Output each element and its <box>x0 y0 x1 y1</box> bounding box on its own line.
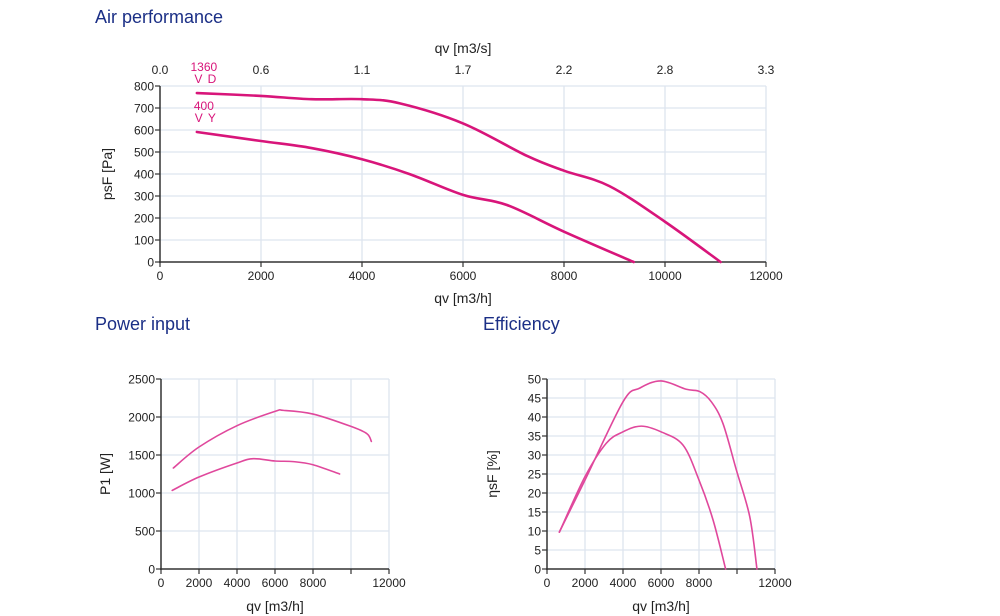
power-series-line-vd <box>172 408 373 469</box>
air-y-tick-label: 600 <box>134 124 154 138</box>
power-y-axis-title: P1 [W] <box>97 453 113 495</box>
power-x-axis-title: qv [m3/h] <box>246 598 304 614</box>
air-y-tick-label: 300 <box>134 190 154 204</box>
efficiency-y-tick-label: 0 <box>534 563 541 577</box>
air-x2-tick-label: 1.7 <box>455 63 472 77</box>
air-curve-label-connection: V Y <box>195 111 217 125</box>
air-x2-tick-label: 2.8 <box>657 63 674 77</box>
efficiency-title: Efficiency <box>483 314 560 334</box>
air-y-tick-label: 200 <box>134 212 154 226</box>
air-y-tick-label: 700 <box>134 102 154 116</box>
power-x-tick-label: 6000 <box>262 576 289 590</box>
power-x-tick-label: 0 <box>158 576 165 590</box>
air-x-tick-label: 6000 <box>450 269 477 283</box>
air-x2-tick-label: 0.0 <box>152 63 169 77</box>
efficiency-x-tick-label: 4000 <box>610 576 637 590</box>
power-x-tick-label: 12000 <box>372 576 406 590</box>
efficiency-y-tick-label: 35 <box>528 430 542 444</box>
air-x-tick-label: 10000 <box>648 269 682 283</box>
air-y-tick-label: 0 <box>147 256 154 270</box>
efficiency-y-tick-label: 40 <box>528 411 542 425</box>
efficiency-x-tick-label: 12000 <box>758 576 792 590</box>
air-x2-tick-label: 2.2 <box>556 63 573 77</box>
efficiency-x-tick-label: 6000 <box>648 576 675 590</box>
efficiency-x-tick-label: 2000 <box>572 576 599 590</box>
air-y-tick-label: 100 <box>134 234 154 248</box>
air-x-tick-label: 2000 <box>248 269 275 283</box>
power-y-tick-label: 2000 <box>128 411 155 425</box>
efficiency-y-tick-label: 15 <box>528 506 542 520</box>
efficiency-y-tick-label: 10 <box>528 525 542 539</box>
efficiency-y-tick-label: 45 <box>528 392 542 406</box>
air-x2-tick-label: 3.3 <box>758 63 775 77</box>
power-x-tick-label: 8000 <box>300 576 327 590</box>
air-y-axis-title: psF [Pa] <box>99 148 115 200</box>
power-series-line-vy <box>171 457 341 492</box>
air-curve-label-speed: 1360 <box>191 60 218 74</box>
power-y-tick-label: 0 <box>148 563 155 577</box>
air-x-tick-label: 4000 <box>349 269 376 283</box>
efficiency-y-tick-label: 5 <box>534 544 541 558</box>
air-y-tick-label: 500 <box>134 146 154 160</box>
air-x2-tick-label: 0.6 <box>253 63 270 77</box>
efficiency-y-tick-label: 20 <box>528 487 542 501</box>
air-performance-title: Air performance <box>95 7 224 27</box>
efficiency-series-line-vd <box>558 380 758 570</box>
air-x2-tick-label: 1.1 <box>354 63 371 77</box>
efficiency-x-tick-label: 0 <box>544 576 551 590</box>
efficiency-y-tick-label: 50 <box>528 373 542 387</box>
efficiency-y-tick-label: 25 <box>528 468 542 482</box>
power-y-tick-label: 500 <box>135 525 155 539</box>
air-x-tick-label: 0 <box>157 269 164 283</box>
air-x-axis-title: qv [m3/h] <box>434 290 492 306</box>
efficiency-y-axis-title: ηsF [%] <box>484 450 500 497</box>
power-y-tick-label: 1500 <box>128 449 155 463</box>
power-y-tick-label: 1000 <box>128 487 155 501</box>
efficiency-y-tick-label: 30 <box>528 449 542 463</box>
power-x-tick-label: 4000 <box>224 576 251 590</box>
air-series-line-vy <box>195 130 635 264</box>
air-curve-label-connection: V D <box>194 72 217 86</box>
power-y-tick-label: 2500 <box>128 373 155 387</box>
air-y-tick-label: 400 <box>134 168 154 182</box>
efficiency-x-axis-title: qv [m3/h] <box>632 598 690 614</box>
air-curve-label-speed: 400 <box>194 99 214 113</box>
power-input-title: Power input <box>95 314 191 334</box>
air-x2-axis-title: qv [m3/s] <box>435 40 492 56</box>
air-x-tick-label: 12000 <box>749 269 783 283</box>
air-series-line-vd <box>195 91 722 264</box>
efficiency-series-line-vy <box>558 425 727 570</box>
efficiency-x-tick-label: 8000 <box>686 576 713 590</box>
air-y-tick-label: 800 <box>134 80 154 94</box>
air-x-tick-label: 8000 <box>551 269 578 283</box>
power-x-tick-label: 2000 <box>186 576 213 590</box>
